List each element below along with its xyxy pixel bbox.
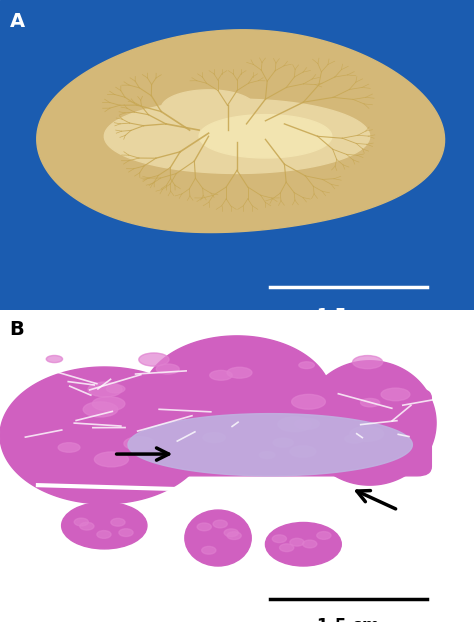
- Ellipse shape: [317, 532, 331, 539]
- Ellipse shape: [119, 529, 133, 537]
- Ellipse shape: [97, 531, 111, 539]
- Text: B: B: [9, 320, 24, 340]
- Ellipse shape: [290, 446, 316, 457]
- Text: A: A: [9, 12, 25, 31]
- Ellipse shape: [203, 433, 225, 442]
- Polygon shape: [161, 90, 256, 127]
- Ellipse shape: [350, 427, 383, 441]
- Ellipse shape: [280, 544, 294, 552]
- Polygon shape: [142, 336, 332, 460]
- Polygon shape: [303, 361, 436, 485]
- Ellipse shape: [124, 437, 155, 450]
- Ellipse shape: [227, 532, 241, 539]
- Ellipse shape: [265, 522, 341, 566]
- Ellipse shape: [292, 394, 325, 409]
- Ellipse shape: [210, 370, 232, 380]
- Ellipse shape: [273, 439, 293, 447]
- Ellipse shape: [58, 443, 80, 452]
- Ellipse shape: [88, 382, 122, 397]
- Polygon shape: [199, 114, 332, 158]
- Ellipse shape: [259, 452, 275, 458]
- Text: 1.5 cm: 1.5 cm: [317, 307, 380, 325]
- Ellipse shape: [353, 356, 383, 369]
- Ellipse shape: [299, 362, 314, 369]
- Ellipse shape: [201, 546, 216, 554]
- Ellipse shape: [295, 419, 319, 429]
- Ellipse shape: [302, 540, 317, 548]
- Polygon shape: [0, 367, 209, 504]
- Ellipse shape: [224, 529, 238, 537]
- Ellipse shape: [290, 538, 304, 546]
- Ellipse shape: [361, 399, 380, 407]
- Ellipse shape: [139, 353, 169, 366]
- Ellipse shape: [156, 364, 179, 374]
- Ellipse shape: [83, 402, 118, 417]
- Ellipse shape: [213, 520, 227, 528]
- Ellipse shape: [62, 503, 147, 549]
- Polygon shape: [37, 30, 445, 233]
- Ellipse shape: [272, 535, 286, 542]
- Polygon shape: [104, 99, 370, 174]
- FancyBboxPatch shape: [33, 389, 431, 476]
- Ellipse shape: [278, 417, 311, 432]
- Text: 1.5 cm: 1.5 cm: [317, 617, 380, 622]
- Ellipse shape: [111, 518, 125, 526]
- Ellipse shape: [345, 435, 364, 443]
- Ellipse shape: [74, 518, 88, 526]
- Polygon shape: [128, 414, 412, 476]
- Ellipse shape: [185, 510, 251, 566]
- Ellipse shape: [227, 367, 252, 378]
- Ellipse shape: [46, 355, 63, 363]
- Ellipse shape: [381, 388, 410, 401]
- Ellipse shape: [94, 452, 128, 467]
- Ellipse shape: [80, 522, 94, 530]
- Ellipse shape: [92, 397, 125, 411]
- Ellipse shape: [106, 385, 125, 393]
- Ellipse shape: [197, 523, 211, 531]
